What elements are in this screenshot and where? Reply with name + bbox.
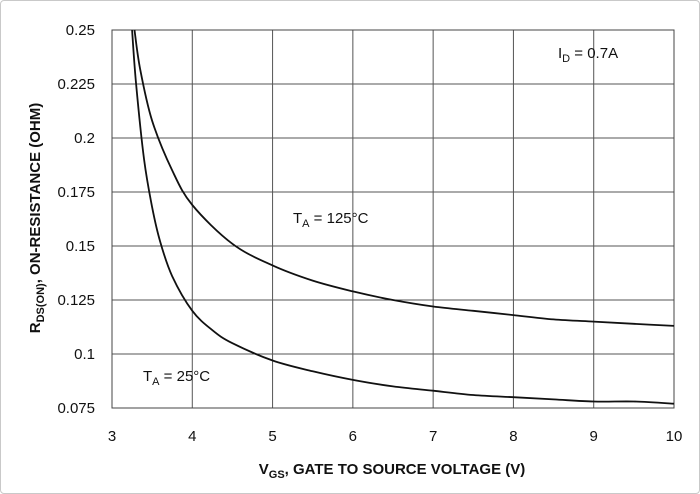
y-tick-label: 0.15 bbox=[66, 238, 95, 255]
drain-current-annotation: ID = 0.7A bbox=[558, 45, 618, 65]
y-tick-label: 0.075 bbox=[57, 400, 95, 417]
x-tick-label: 4 bbox=[188, 428, 196, 445]
y-tick-labels: 0.25 0.225 0.2 0.175 0.15 0.125 0.1 0.075 bbox=[57, 22, 95, 417]
grid bbox=[111, 29, 675, 409]
x-tick-labels: 3 4 5 6 7 8 9 10 bbox=[108, 428, 683, 445]
x-tick-label: 6 bbox=[349, 428, 357, 445]
x-tick-label: 10 bbox=[666, 428, 683, 445]
x-tick-label: 7 bbox=[429, 428, 437, 445]
x-axis-label: VGS, GATE TO SOURCE VOLTAGE (V) bbox=[259, 461, 526, 481]
plot-border bbox=[111, 29, 675, 409]
y-tick-label: 0.1 bbox=[74, 346, 95, 363]
y-tick-label: 0.125 bbox=[57, 292, 95, 309]
y-tick-label: 0.2 bbox=[74, 130, 95, 147]
series-lines bbox=[131, 29, 675, 405]
y-tick-label: 0.25 bbox=[66, 22, 95, 39]
series-label-125c: TA = 125°C bbox=[293, 210, 369, 230]
y-axis-label: RDS(ON), ON-RESISTANCE (OHM) bbox=[27, 103, 47, 334]
series-line-25c bbox=[131, 29, 675, 405]
series-label-25c: TA = 25°C bbox=[143, 368, 210, 388]
x-tick-label: 5 bbox=[268, 428, 276, 445]
x-tick-label: 3 bbox=[108, 428, 116, 445]
series-line-125c bbox=[133, 29, 675, 327]
y-tick-label: 0.225 bbox=[57, 76, 95, 93]
x-tick-label: 9 bbox=[590, 428, 598, 445]
x-tick-label: 8 bbox=[509, 428, 517, 445]
y-tick-label: 0.175 bbox=[57, 184, 95, 201]
